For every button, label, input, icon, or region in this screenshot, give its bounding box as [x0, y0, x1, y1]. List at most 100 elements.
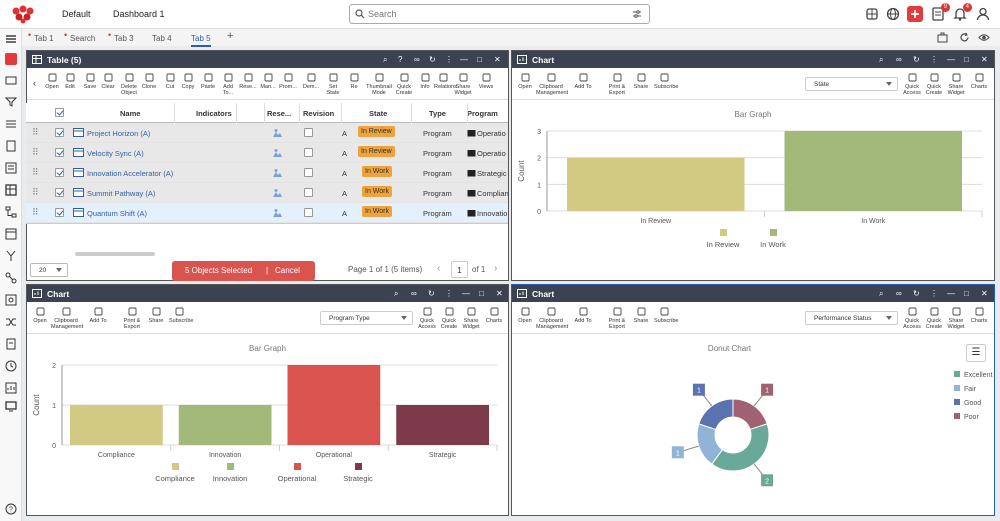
chart-toolbar-quick-access-button[interactable]: Quick Access — [901, 73, 923, 96]
row-name-link[interactable]: Velocity Sync (A) — [87, 149, 144, 158]
form-icon[interactable] — [5, 162, 17, 174]
close-icon[interactable]: ✕ — [981, 289, 988, 298]
close-icon[interactable]: ✕ — [496, 289, 503, 298]
tab-search[interactable]: Search — [64, 30, 95, 43]
toolbar-quick-create-button[interactable]: Quick Create — [395, 73, 413, 96]
toolbar-set-state-button[interactable]: Set State — [324, 73, 342, 96]
column-header-indicators[interactable]: Indicators — [196, 109, 232, 118]
close-icon[interactable]: ✕ — [981, 55, 988, 64]
tab-1[interactable]: Tab 1 — [28, 30, 53, 43]
maximize-icon[interactable]: □ — [964, 55, 969, 64]
chart-toolbar-share-button[interactable]: Share — [146, 307, 166, 324]
history-icon[interactable] — [5, 360, 17, 372]
tab-4[interactable]: Tab 4 — [152, 34, 172, 43]
search-icon[interactable]: ⌕ — [383, 55, 388, 64]
bar[interactable] — [178, 405, 272, 445]
funnel-icon[interactable] — [5, 96, 17, 108]
search-icon[interactable]: ⌕ — [879, 289, 884, 298]
table-icon[interactable] — [5, 184, 17, 196]
close-icon[interactable]: ✕ — [494, 55, 501, 64]
refresh-icon[interactable]: ↻ — [429, 55, 436, 64]
toolbar-man--button[interactable]: Man... — [259, 73, 277, 90]
chart-toolbar-print-export-button[interactable]: Print & Export — [117, 307, 147, 330]
chart-toolbar-share-button[interactable]: Share — [631, 73, 651, 90]
row-name-link[interactable]: Summit Pathway (A) — [87, 189, 156, 198]
filter-icon[interactable] — [632, 9, 642, 19]
toolbar-dem--button[interactable]: Dem... — [302, 73, 320, 90]
chart-toolbar-share-widget-button[interactable]: Share Widget — [460, 307, 482, 330]
cancel-selection-button[interactable]: Cancel — [275, 266, 300, 275]
row-checkbox[interactable] — [55, 188, 64, 197]
workflow-icon[interactable] — [5, 272, 17, 284]
page-number-input[interactable]: 1 — [451, 261, 468, 278]
reserved-checkbox[interactable] — [304, 208, 313, 217]
link-icon[interactable]: ∞ — [896, 289, 902, 298]
drag-handle-icon[interactable]: ⠿ — [32, 167, 39, 177]
chart-toolbar-open-button[interactable]: Open — [515, 307, 535, 324]
refresh-icon[interactable] — [959, 32, 970, 43]
toolbar-prom--button[interactable]: Prom... — [279, 73, 297, 90]
bell-icon[interactable]: 4 — [952, 3, 972, 22]
toolbar-re-button[interactable]: Re — [345, 73, 363, 90]
chart-toolbar-charts-button[interactable]: Charts — [968, 307, 990, 324]
chart-toolbar-charts-button[interactable]: Charts — [968, 73, 990, 90]
toolbar-thumbnail-mode-button[interactable]: Thumbnail Mode — [366, 73, 392, 96]
donut-slice[interactable] — [711, 423, 770, 472]
minimize-icon[interactable]: — — [462, 289, 470, 298]
globe-icon[interactable] — [885, 6, 901, 22]
refresh-icon[interactable]: ↻ — [913, 289, 920, 298]
column-header-state[interactable]: State — [369, 109, 388, 118]
donut-slice[interactable] — [698, 398, 734, 431]
more-icon[interactable]: ⋮ — [445, 55, 453, 64]
chart-toolbar-quick-access-button[interactable]: Quick Access — [901, 307, 923, 330]
monitor-icon[interactable] — [5, 400, 17, 412]
nav-default[interactable]: Default — [62, 9, 91, 19]
more-icon[interactable]: ⋮ — [930, 289, 938, 298]
toolbar-clear-button[interactable]: Clear — [99, 73, 117, 90]
chart-toolbar-print-export-button[interactable]: Print & Export — [602, 73, 632, 96]
menu-icon[interactable] — [5, 33, 17, 45]
table-row[interactable]: ⠿ Quantum Shift (A) A In Work Program Innovat… — [26, 203, 508, 223]
maximize-icon[interactable]: □ — [477, 55, 482, 64]
branch-icon[interactable] — [5, 250, 17, 262]
table-row[interactable]: ⠿ Velocity Sync (A) A In Review Program Opera… — [26, 143, 508, 163]
chart-toolbar-quick-create-button[interactable]: Quick Create — [923, 73, 945, 96]
chart-toolbar-clipboard-management-button[interactable]: Clipboard Management — [536, 73, 568, 96]
create-icon[interactable] — [5, 53, 17, 65]
chart-toolbar-print-export-button[interactable]: Print & Export — [602, 307, 632, 330]
chart-menu-button[interactable]: ☰ — [966, 344, 986, 362]
row-name-link[interactable]: Project Horizon (A) — [87, 129, 151, 138]
minimize-icon[interactable]: — — [947, 289, 955, 298]
refresh-icon[interactable]: ↻ — [913, 55, 920, 64]
more-icon[interactable]: ⋮ — [930, 55, 938, 64]
chart-toolbar-add-to-button[interactable]: Add To — [573, 73, 593, 90]
toolbar-share-widget-button[interactable]: Share Widget — [454, 73, 472, 96]
column-header-name[interactable]: Name — [120, 109, 141, 118]
search-icon[interactable]: ⌕ — [879, 55, 884, 64]
prev-page-button[interactable]: ‹ — [437, 263, 441, 274]
chart-toolbar-subscribe-button[interactable]: Subscribe — [169, 307, 193, 324]
toolbar-open-button[interactable]: Open — [43, 73, 61, 90]
table-row[interactable]: ⠿ Project Horizon (A) A In Review Program Ope… — [26, 123, 508, 143]
app-logo[interactable] — [10, 5, 36, 24]
row-checkbox[interactable] — [55, 208, 64, 217]
next-page-button[interactable]: › — [494, 263, 498, 274]
toolbar-info-button[interactable]: Info — [416, 73, 434, 90]
document-icon[interactable] — [5, 140, 17, 152]
minimize-icon[interactable]: — — [947, 55, 955, 64]
thumbnail-icon[interactable] — [272, 168, 283, 178]
chart-toolbar-share-button[interactable]: Share — [631, 307, 651, 324]
maximize-icon[interactable]: □ — [479, 289, 484, 298]
toolbar-cut-button[interactable]: Cut — [161, 73, 179, 90]
column-header-type[interactable]: Type — [429, 109, 446, 118]
toolbar-clone-button[interactable]: Clone — [140, 73, 158, 90]
row-checkbox[interactable] — [55, 128, 64, 137]
toolbar-relations-button[interactable]: Relations — [434, 73, 457, 90]
chart-toolbar-subscribe-button[interactable]: Subscribe — [654, 73, 678, 90]
thumbnail-icon[interactable] — [272, 188, 283, 198]
tasks-icon[interactable]: 9 — [930, 3, 950, 22]
reserved-checkbox[interactable] — [304, 148, 313, 157]
row-checkbox[interactable] — [55, 168, 64, 177]
thumbnail-icon[interactable] — [272, 208, 283, 218]
chart-toolbar-add-to-button[interactable]: Add To — [88, 307, 108, 324]
